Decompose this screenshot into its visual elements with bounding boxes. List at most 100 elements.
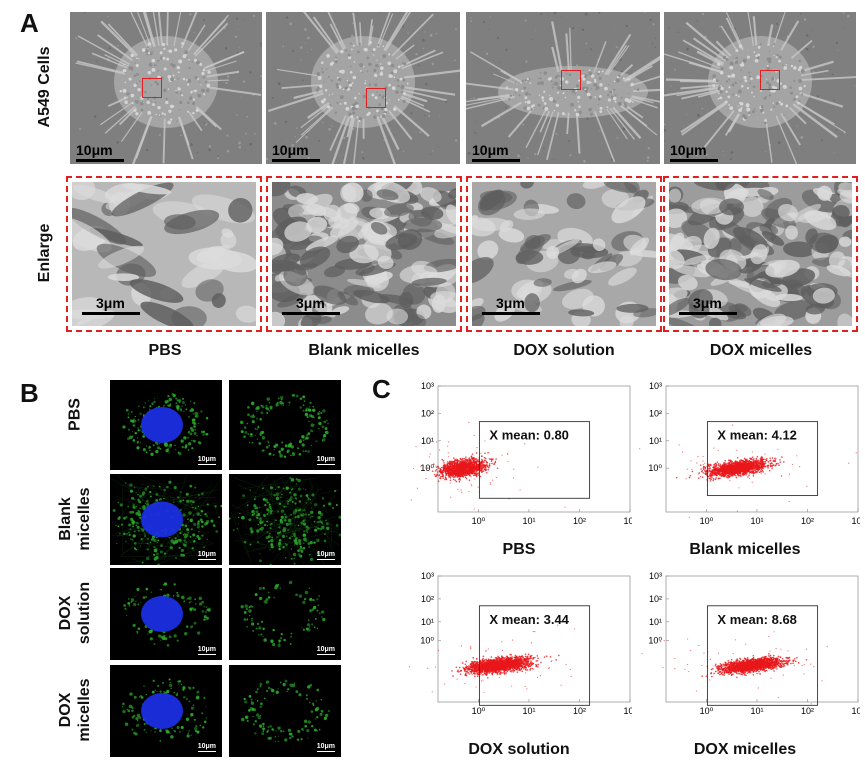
flow-event-dot [431, 470, 434, 473]
flow-event-dot [462, 473, 464, 476]
flow-event-dot [481, 458, 483, 461]
flow-event-dot [719, 477, 721, 480]
flow-event-dot [536, 655, 539, 657]
flow-event-dot [691, 470, 694, 473]
flow-event-dot [469, 458, 471, 461]
flow-event-dot [721, 467, 724, 469]
flow-event-dot [755, 457, 758, 460]
flow-event-dot [529, 668, 532, 670]
flow-event-dot [484, 467, 486, 469]
flow-event-dot [512, 668, 515, 671]
gate-box [478, 421, 591, 499]
scale-bar-10um: 10μm [670, 142, 718, 162]
enlarged-sem-image [472, 182, 656, 326]
flow-event-dot [491, 479, 494, 481]
flow-event-dot [750, 463, 753, 466]
confocal-row-label: PBS [66, 398, 84, 431]
sem-cell-image-dox-solution [466, 12, 660, 164]
flow-event-dot [727, 471, 730, 474]
flow-event-dot [468, 457, 471, 459]
flow-event-dot [729, 480, 731, 482]
flow-event-dot [730, 470, 733, 473]
flow-event-dot [452, 478, 455, 481]
flow-event-dot [750, 465, 752, 467]
flow-event-dot [750, 467, 753, 470]
flow-event-dot [691, 468, 693, 471]
flow-event-dot [681, 451, 684, 453]
flow-event-dot [754, 459, 757, 462]
flow-event-dot [751, 466, 754, 469]
flow-event-dot [729, 469, 731, 471]
flow-event-dot [799, 466, 801, 468]
flow-event-dot [468, 673, 471, 675]
confocal-row-label: Blank micelles [57, 486, 93, 551]
flow-event-dot [443, 463, 446, 466]
scale-bar-10um: 10μm [197, 551, 216, 560]
flow-event-dot [710, 471, 712, 473]
scale-bar-label: 10μm [472, 142, 509, 158]
flow-event-dot [438, 449, 441, 451]
flow-event-dot [447, 468, 449, 471]
confocal-green-channel-image: 10μm [229, 474, 341, 565]
flow-event-dot [531, 661, 533, 664]
flow-event-dot [473, 434, 475, 436]
flow-event-dot [476, 667, 479, 670]
flow-event-dot [717, 449, 719, 452]
flow-cytometry-plot: X mean: 3.4410³10²10¹10⁰10⁰10¹10²10³ [386, 571, 637, 716]
flow-event-dot [769, 460, 771, 462]
flow-event-dot [491, 462, 493, 465]
flow-event-dot [696, 462, 698, 464]
flow-event-dot [716, 470, 719, 473]
flow-event-dot [452, 465, 455, 467]
scale-bar-label: 3μm [496, 295, 525, 311]
flow-event-dot [760, 472, 762, 474]
flow-event-dot [451, 670, 453, 672]
flow-event-dot [720, 468, 723, 470]
flow-event-dot [476, 658, 478, 660]
flow-event-dot [712, 469, 715, 471]
flow-event-dot [527, 660, 530, 662]
flow-event-dot [517, 657, 519, 660]
flow-event-dot [727, 469, 729, 471]
flow-event-dot [768, 469, 771, 472]
flow-event-dot [470, 664, 473, 667]
flow-event-dot [564, 506, 566, 508]
flow-event-dot [699, 464, 702, 467]
flow-event-dot [460, 489, 462, 491]
flow-event-dot [713, 463, 716, 466]
gate-box [706, 421, 819, 497]
flow-event-dot [753, 458, 755, 460]
flow-event-dot [734, 470, 737, 473]
flow-event-dot [734, 466, 736, 469]
sem-cell-image-pbs [70, 12, 262, 164]
caption-blank-micelles: Blank micelles [308, 342, 420, 359]
flow-event-dot [773, 460, 776, 462]
flow-event-dot [440, 466, 443, 469]
flow-event-dot [476, 460, 478, 463]
flow-event-dot [732, 424, 734, 426]
flow-event-dot [449, 476, 451, 478]
x-tick-label: 10¹ [522, 516, 535, 526]
flow-event-dot [473, 461, 475, 463]
flow-event-dot [757, 470, 759, 472]
flow-event-dot [722, 473, 725, 476]
flow-event-dot [745, 470, 747, 472]
gate-x-mean-label: X mean: 4.12 [717, 428, 797, 443]
flow-event-dot [456, 463, 459, 465]
flow-event-dot [737, 474, 740, 477]
flow-event-dot [714, 462, 717, 465]
flow-event-dot [716, 461, 719, 463]
flow-event-dot [489, 483, 491, 485]
flow-event-dot [537, 666, 539, 668]
flow-event-dot [439, 468, 442, 471]
flow-event-dot [703, 465, 705, 468]
flow-event-dot [464, 466, 466, 468]
flow-event-dot [718, 467, 721, 470]
flow-event-dot [476, 459, 478, 461]
y-tick-label: 10² [421, 408, 434, 418]
flow-event-dot [484, 469, 487, 472]
flow-event-dot [447, 452, 449, 454]
flow-event-dot [700, 468, 702, 470]
scale-bar-3um: 3μm [679, 295, 737, 315]
flow-event-dot [461, 459, 464, 462]
